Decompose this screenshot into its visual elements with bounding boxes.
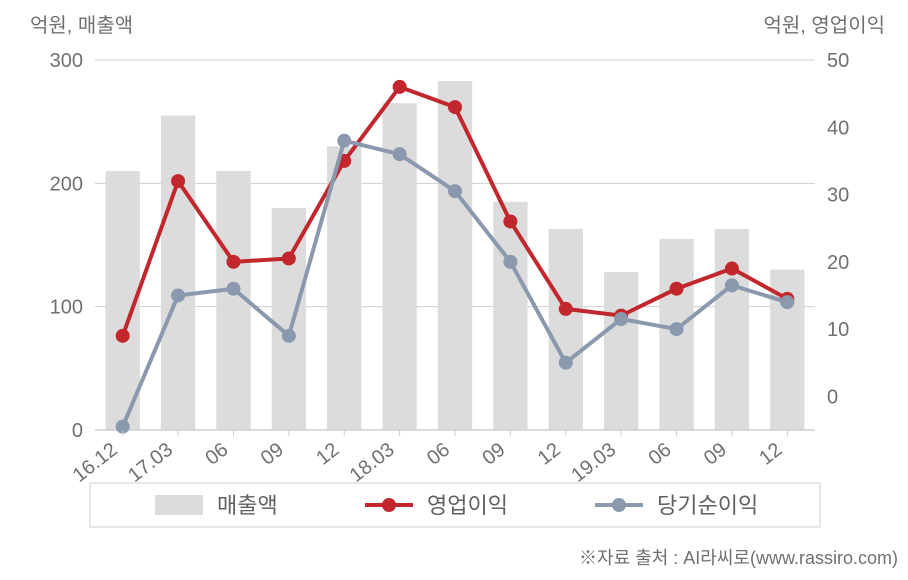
chart-root: 01002003000102030405016.1217.0306091218.… <box>0 0 908 580</box>
x-tick: 09 <box>700 439 731 470</box>
legend-swatch-marker <box>612 498 626 512</box>
legend-swatch-marker <box>382 498 396 512</box>
x-tick: 09 <box>257 439 288 470</box>
series-point <box>226 255 240 269</box>
series-point <box>725 278 739 292</box>
bar <box>549 229 583 430</box>
source-text: ※자료 출처 : AI라씨로(www.rassiro.com) <box>579 548 898 568</box>
x-tick: 12 <box>312 439 343 470</box>
x-tick: 09 <box>478 439 509 470</box>
bar <box>604 272 638 430</box>
legend-label: 당기순이익 <box>657 493 758 518</box>
x-tick: 06 <box>645 439 676 470</box>
series-point <box>226 282 240 296</box>
series-point <box>670 282 684 296</box>
chart-svg: 01002003000102030405016.1217.0306091218.… <box>0 0 908 580</box>
legend-swatch-bar <box>155 495 203 515</box>
x-tick: 17.03 <box>124 439 177 487</box>
series-point <box>393 80 407 94</box>
bar <box>715 229 749 430</box>
x-tick: 18.03 <box>346 439 399 487</box>
series-point <box>393 147 407 161</box>
series-point <box>448 184 462 198</box>
x-tick: 16.12 <box>69 439 122 487</box>
y-left-title: 억원, 매출액 <box>30 14 133 37</box>
x-tick: 12 <box>534 439 565 470</box>
series-point <box>614 312 628 326</box>
y-left-tick: 300 <box>50 50 83 72</box>
series-point <box>559 356 573 370</box>
series-point <box>337 134 351 148</box>
series-point <box>282 251 296 265</box>
series-point <box>780 295 794 309</box>
x-tick: 06 <box>201 439 232 470</box>
series-point <box>503 255 517 269</box>
series-point <box>725 262 739 276</box>
y-left-tick: 200 <box>50 173 83 195</box>
series-point <box>448 100 462 114</box>
series-point <box>559 302 573 316</box>
x-tick: 19.03 <box>567 439 620 487</box>
series-point <box>171 288 185 302</box>
x-tick: 12 <box>755 439 786 470</box>
legend-label: 영업이익 <box>427 493 508 518</box>
y-left-tick: 100 <box>50 297 83 319</box>
y-right-tick: 0 <box>827 386 838 408</box>
y-right-title: 억원, 영업이익 <box>763 14 885 37</box>
y-left-tick: 0 <box>72 420 83 442</box>
y-right-tick: 30 <box>827 185 849 207</box>
series-point <box>171 174 185 188</box>
x-tick: 06 <box>423 439 454 470</box>
legend-label: 매출액 <box>217 493 278 518</box>
y-right-tick: 40 <box>827 117 849 139</box>
series-point <box>670 322 684 336</box>
series-point <box>116 329 130 343</box>
bar <box>161 116 195 431</box>
y-right-tick: 20 <box>827 252 849 274</box>
series-point <box>282 329 296 343</box>
y-right-tick: 10 <box>827 319 849 341</box>
bar <box>493 202 527 430</box>
series-point <box>503 214 517 228</box>
y-right-tick: 50 <box>827 50 849 72</box>
